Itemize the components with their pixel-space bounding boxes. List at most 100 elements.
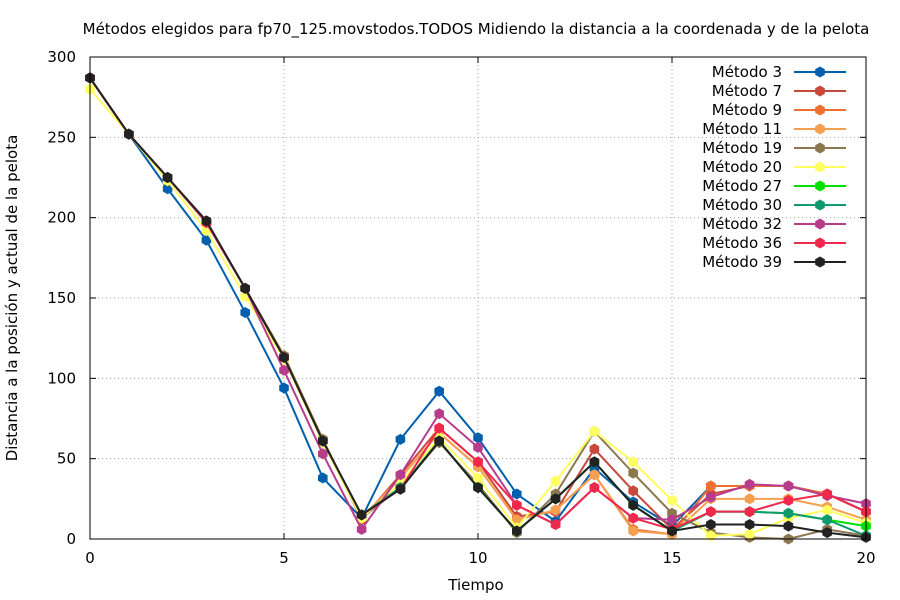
data-point	[667, 514, 677, 526]
legend-marker	[815, 218, 825, 230]
data-point	[124, 128, 134, 140]
data-point	[744, 506, 755, 518]
data-point	[512, 514, 522, 526]
legend-label: Método 3	[712, 63, 782, 81]
data-point	[550, 475, 561, 487]
data-point	[744, 478, 755, 490]
data-point	[783, 480, 794, 492]
y-tick-label: 0	[66, 530, 76, 548]
data-point	[434, 408, 444, 420]
data-point	[628, 485, 638, 497]
data-point	[628, 467, 638, 479]
x-tick-label: 5	[279, 549, 289, 567]
series-6	[85, 83, 871, 542]
y-tick-label: 50	[57, 450, 76, 468]
legend-label: Método 32	[702, 215, 782, 233]
x-tick-label: 10	[468, 549, 487, 567]
x-tick-label: 20	[856, 549, 875, 567]
legend-label: Método 20	[702, 158, 782, 176]
legend-label: Método 7	[712, 82, 782, 100]
data-point	[512, 488, 522, 500]
data-point	[356, 509, 367, 521]
data-point	[667, 525, 677, 537]
data-point	[162, 183, 173, 195]
data-point	[550, 493, 561, 505]
data-point	[822, 514, 832, 526]
legend-entry: Método 7	[712, 82, 846, 100]
data-point	[628, 456, 638, 468]
data-point	[240, 307, 250, 318]
legend-entry: Método 39	[702, 253, 846, 271]
data-point	[744, 519, 755, 530]
legend-marker	[815, 199, 825, 211]
data-point	[473, 472, 483, 484]
data-point	[783, 507, 794, 519]
data-point	[318, 448, 328, 460]
chart-title: Métodos elegidos para fp70_125.movstodos…	[83, 20, 870, 39]
y-tick-label: 300	[47, 48, 76, 66]
x-tick-label: 15	[662, 549, 681, 567]
legend-entry: Método 9	[712, 101, 846, 119]
legend-entry: Método 30	[702, 196, 846, 214]
legend-marker	[815, 85, 825, 97]
legend-marker	[815, 142, 825, 154]
legend-entry: Método 32	[702, 215, 846, 233]
legend-entry: Método 20	[702, 158, 846, 176]
legend-label: Método 9	[712, 101, 782, 119]
data-point	[706, 491, 716, 503]
data-point	[589, 482, 600, 494]
y-tick-label: 150	[47, 289, 76, 307]
data-point	[744, 493, 755, 505]
legend-entry: Método 27	[702, 177, 846, 195]
data-point	[473, 432, 483, 444]
data-point	[356, 523, 367, 535]
data-point	[473, 441, 483, 453]
data-point	[589, 443, 600, 455]
data-point	[279, 382, 289, 394]
legend-entry: Método 3	[712, 63, 846, 81]
data-point	[667, 494, 677, 506]
data-point	[279, 351, 289, 363]
data-point	[434, 422, 444, 434]
legend-marker	[815, 256, 825, 268]
data-point	[473, 482, 483, 494]
data-point	[550, 504, 561, 516]
data-point	[201, 234, 212, 246]
data-point	[822, 527, 832, 539]
data-point	[822, 488, 832, 500]
legend-label: Método 27	[702, 177, 782, 195]
data-point	[550, 519, 561, 530]
data-point	[628, 525, 638, 537]
data-point	[395, 483, 406, 495]
data-point	[706, 506, 716, 518]
legend-label: Método 39	[702, 253, 782, 271]
data-point	[434, 385, 444, 397]
data-point	[589, 425, 600, 437]
data-point	[512, 525, 522, 537]
x-axis-label: Tiempo	[447, 576, 503, 594]
legend-label: Método 36	[702, 234, 782, 252]
data-point	[589, 456, 600, 468]
legend-entry: Método 19	[702, 139, 846, 157]
data-point	[822, 504, 832, 516]
data-point	[318, 472, 328, 484]
data-point	[279, 364, 289, 376]
data-point	[318, 435, 328, 447]
y-tick-label: 250	[47, 128, 76, 146]
legend-entry: Método 36	[702, 234, 846, 252]
data-point	[628, 512, 638, 524]
y-axis-label: Distancia a la posición y actual de la p…	[3, 135, 21, 462]
legend-marker	[815, 237, 825, 249]
data-point	[706, 519, 716, 530]
data-point	[162, 172, 173, 183]
x-tick-label: 0	[85, 549, 95, 567]
data-point	[201, 215, 212, 227]
legend-marker	[815, 104, 825, 116]
legend-label: Método 30	[702, 196, 782, 214]
data-point	[240, 282, 250, 294]
data-point	[589, 469, 600, 481]
y-tick-label: 100	[47, 369, 76, 387]
data-point	[473, 456, 483, 468]
